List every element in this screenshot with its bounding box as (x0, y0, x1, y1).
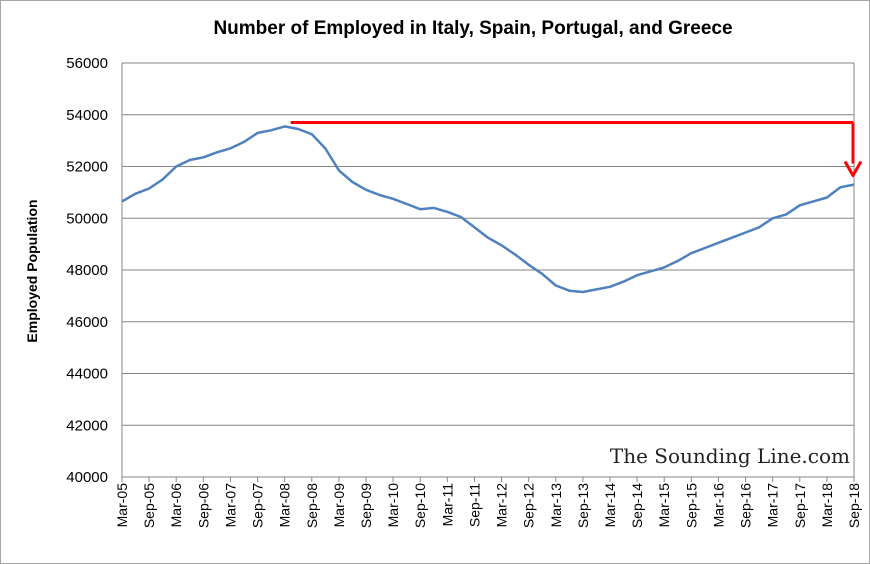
x-tick-label: Mar-07 (222, 483, 238, 528)
x-tick-label: Sep-11 (466, 483, 482, 527)
x-tick-label: Sep-18 (846, 483, 862, 528)
x-tick-label: Sep-15 (683, 483, 699, 528)
y-tick-label: 42000 (66, 417, 108, 434)
x-tick-label: Sep-09 (358, 483, 374, 528)
x-tick-label: Sep-12 (521, 483, 537, 528)
y-tick-label: 50000 (66, 210, 108, 227)
y-axis-label: Employed Population (24, 199, 40, 342)
y-tick-label: 52000 (66, 159, 108, 176)
annotation-arrow-head (843, 160, 863, 178)
x-tick-label: Sep-13 (575, 483, 591, 528)
y-tick-label: 54000 (66, 107, 108, 124)
x-tick-label: Mar-05 (114, 483, 130, 528)
y-tick-label: 40000 (66, 469, 108, 486)
y-tick-label: 46000 (66, 314, 108, 331)
series-line (121, 125, 855, 294)
chart-title: Number of Employed in Italy, Spain, Port… (213, 18, 732, 39)
x-tick-label: Sep-06 (195, 483, 211, 528)
x-tick-label: Sep-17 (792, 483, 808, 528)
x-tick-label: Mar-10 (385, 483, 401, 528)
x-tick-label: Sep-14 (629, 483, 645, 528)
y-tick-label: 56000 (66, 55, 108, 72)
x-tick-label: Sep-08 (304, 483, 320, 528)
x-tick-label: Mar-16 (710, 483, 726, 528)
x-tick-label: Sep-10 (412, 483, 428, 528)
x-tick-label: Mar-09 (331, 483, 347, 528)
x-tick-label: Mar-06 (168, 483, 184, 528)
x-tick-label: Sep-16 (738, 483, 754, 528)
x-tick-label: Mar-18 (819, 483, 835, 528)
x-tick-label: Mar-13 (548, 483, 564, 528)
x-tick-label: Mar-17 (765, 483, 781, 528)
x-tick-label: Mar-11 (439, 483, 455, 527)
x-tick-label: Mar-08 (277, 483, 293, 528)
x-tick-label: Mar-15 (656, 483, 672, 528)
y-tick-label: 48000 (66, 262, 108, 279)
x-tick-label: Mar-12 (494, 483, 510, 528)
x-tick-label: Mar-14 (602, 483, 618, 528)
x-tick-label: Sep-07 (250, 483, 266, 528)
x-tick-label: Sep-05 (141, 483, 157, 528)
watermark-text: The Sounding Line.com (610, 444, 850, 468)
y-tick-label: 44000 (66, 366, 108, 383)
